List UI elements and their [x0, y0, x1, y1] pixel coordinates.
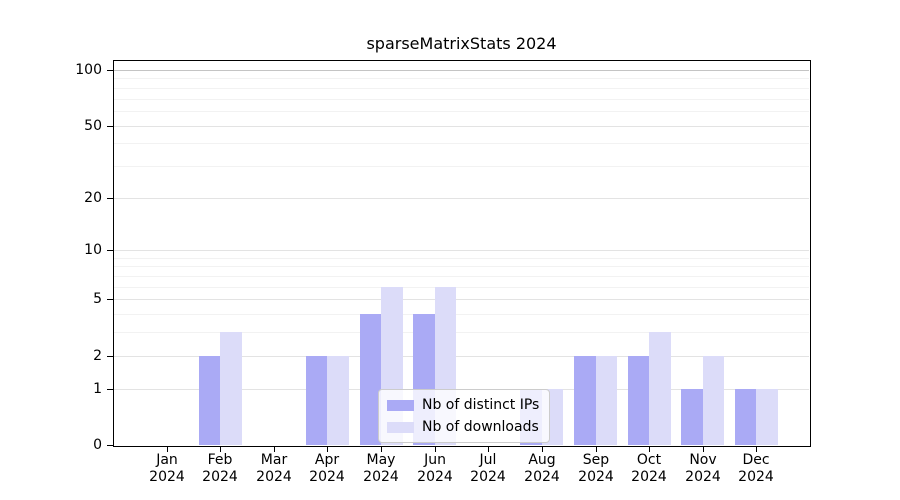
y-axis-tick	[107, 356, 113, 357]
x-tick-label-aug: Aug 2024	[524, 452, 560, 485]
minor-gridline	[114, 78, 809, 79]
x-tick-label-may: May 2024	[363, 452, 399, 485]
y-tick-label: 10	[84, 242, 102, 258]
y-tick-label: 2	[93, 348, 102, 364]
minor-gridline	[114, 276, 809, 277]
legend-swatch-distinct-ips	[387, 399, 414, 411]
bar-downloads-nov	[702, 355, 725, 445]
x-axis-tick	[542, 446, 543, 452]
x-tick-label-mar: Mar 2024	[256, 452, 292, 485]
x-axis-tick	[435, 446, 436, 452]
x-tick-label-dec: Dec 2024	[738, 452, 774, 485]
y-tick-label: 0	[93, 437, 102, 453]
x-tick-label-apr: Apr 2024	[309, 452, 345, 485]
legend-label-downloads: Nb of downloads	[422, 419, 539, 435]
chart-title: sparseMatrixStats 2024	[366, 34, 557, 53]
bar-downloads-dec	[756, 388, 778, 445]
minor-gridline	[114, 266, 809, 267]
y-axis-tick	[107, 445, 113, 446]
x-axis-tick	[274, 446, 275, 452]
x-tick-label-jan: Jan 2024	[149, 452, 185, 485]
x-axis-tick	[756, 446, 757, 452]
y-tick-label: 20	[84, 190, 102, 206]
y-tick-label: 5	[93, 291, 102, 307]
legend-item-downloads: Nb of downloads	[387, 417, 539, 437]
legend: Nb of distinct IPs Nb of downloads	[378, 389, 551, 443]
major-gridline	[114, 126, 809, 127]
major-gridline	[114, 250, 809, 251]
y-tick-label: 100	[75, 62, 102, 78]
minor-gridline	[114, 314, 809, 315]
bar-distinct-ips-may	[359, 314, 382, 445]
major-gridline	[114, 198, 809, 199]
major-gridline	[114, 299, 809, 300]
x-axis-tick	[167, 446, 168, 452]
legend-swatch-downloads	[387, 421, 414, 433]
x-axis-tick	[381, 446, 382, 452]
x-tick-label-jul: Jul 2024	[470, 452, 506, 485]
x-axis-tick	[220, 446, 221, 452]
bar-downloads-oct	[649, 332, 671, 445]
major-gridline	[114, 356, 809, 357]
minor-gridline	[114, 332, 809, 333]
x-axis-tick	[488, 446, 489, 452]
x-axis-tick	[649, 446, 650, 452]
legend-label-distinct-ips: Nb of distinct IPs	[422, 397, 540, 413]
y-axis-tick	[107, 126, 113, 127]
x-tick-label-nov: Nov 2024	[685, 452, 721, 485]
x-tick-label-oct: Oct 2024	[631, 452, 667, 485]
major-gridline	[114, 70, 809, 71]
minor-gridline	[114, 99, 809, 100]
bar-downloads-apr	[327, 355, 349, 445]
y-axis-tick	[107, 299, 113, 300]
bar-distinct-ips-feb	[198, 355, 221, 445]
x-axis-tick	[327, 446, 328, 452]
bar-downloads-feb	[220, 332, 242, 445]
x-tick-label-sep: Sep 2024	[578, 452, 614, 485]
y-axis-tick	[107, 70, 113, 71]
y-tick-label: 1	[93, 381, 102, 397]
bar-distinct-ips-dec	[734, 388, 757, 445]
y-axis-tick	[107, 389, 113, 390]
minor-gridline	[114, 287, 809, 288]
bar-distinct-ips-sep	[574, 355, 596, 445]
bar-distinct-ips-oct	[627, 355, 650, 445]
legend-item-distinct-ips: Nb of distinct IPs	[387, 395, 539, 415]
minor-gridline	[114, 258, 809, 259]
y-tick-label: 50	[84, 118, 102, 134]
x-tick-label-feb: Feb 2024	[202, 452, 238, 485]
minor-gridline	[114, 143, 809, 144]
minor-gridline	[114, 88, 809, 89]
x-axis-tick	[703, 446, 704, 452]
bar-distinct-ips-nov	[681, 388, 703, 445]
minor-gridline	[114, 111, 809, 112]
y-axis-tick	[107, 198, 113, 199]
bar-distinct-ips-apr	[305, 355, 328, 445]
x-axis-tick	[596, 446, 597, 452]
bar-downloads-sep	[595, 355, 618, 445]
x-tick-label-jun: Jun 2024	[417, 452, 453, 485]
minor-gridline	[114, 166, 809, 167]
y-axis-tick	[107, 250, 113, 251]
